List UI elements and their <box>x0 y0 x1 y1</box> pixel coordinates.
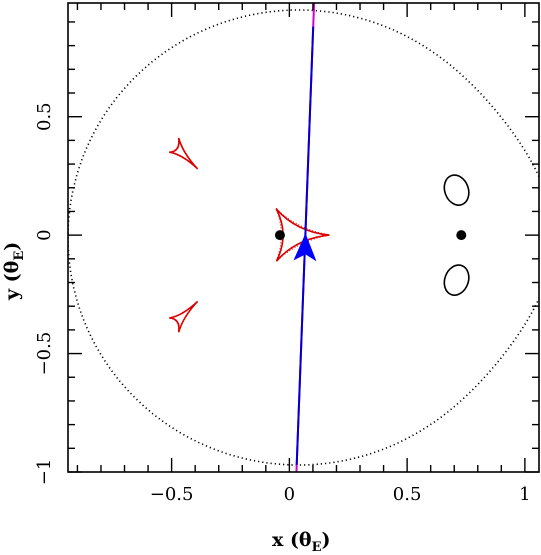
caustic-2 <box>169 300 199 333</box>
y-axis-label: y (θE) <box>1 242 27 301</box>
tick-marks <box>68 3 539 473</box>
x-tick-label: 0.5 <box>393 484 422 505</box>
x-tick-label: −0.5 <box>150 484 194 505</box>
x-axis-label-main: x (θ <box>272 529 312 551</box>
chart-marks <box>68 3 539 472</box>
y-tick-label: 0 <box>34 229 55 240</box>
y-tick-label: −0.5 <box>34 332 55 376</box>
plot-frame <box>67 2 540 473</box>
caustic-1 <box>169 137 199 170</box>
small-critical-oval-2 <box>443 264 470 296</box>
y-tick-label: 0.5 <box>34 102 55 131</box>
lens-position-1 <box>274 230 285 241</box>
caustic-3 <box>275 207 330 262</box>
x-tick-label: 0 <box>284 484 295 505</box>
y-tick-labels: −1 −0.5 0 0.5 <box>34 102 55 485</box>
source-marker <box>293 233 317 262</box>
y-axis-label-sub: E <box>12 251 27 261</box>
x-axis-label-close: ) <box>322 529 331 551</box>
y-axis-label-close: ) <box>1 242 23 251</box>
x-tick-label: 1 <box>519 484 530 505</box>
x-axis-label-sub: E <box>312 540 322 555</box>
x-axis-label: x (θE) <box>272 529 331 555</box>
lens-position-2 <box>456 230 467 241</box>
caustic-1-inner <box>169 137 198 170</box>
caustic-3-inner <box>275 208 330 262</box>
caustic-2-inner <box>169 301 198 333</box>
plot-area <box>67 2 540 473</box>
x-tick-labels: −0.5 0 0.5 1 <box>150 484 531 505</box>
y-tick-label: −1 <box>34 459 55 486</box>
small-critical-oval-1 <box>443 174 470 206</box>
y-axis-label-main: y (θ <box>1 261 23 301</box>
